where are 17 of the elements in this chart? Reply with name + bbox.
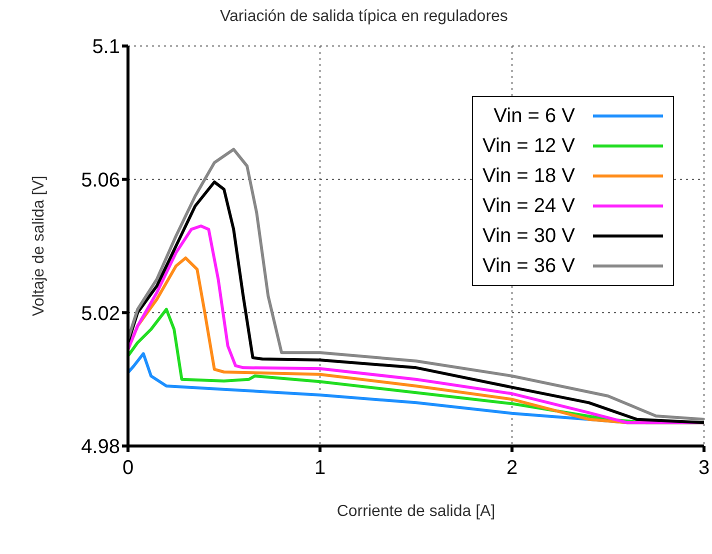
legend-label: Vin = 12 V	[482, 134, 575, 158]
y-tick-label: 5.06	[81, 169, 120, 192]
legend-label: Vin = 36 V	[482, 254, 575, 278]
chart-title: Variación de salida típica en reguladores	[219, 8, 509, 26]
legend-label: Vin = 18 V	[482, 164, 575, 188]
y-axis-title: Voltaje de salida [V]	[30, 176, 48, 316]
y-tick-label: 5.02	[81, 302, 120, 325]
x-tick-label: 3	[698, 457, 710, 480]
legend-label: Vin = 6 V	[494, 104, 575, 128]
x-axis-title: Corriente de salida [A]	[336, 503, 496, 520]
y-tick-label: 5.1	[92, 36, 120, 58]
x-tick-label: 1	[314, 457, 326, 480]
x-tick-label: 0	[122, 457, 134, 480]
legend-label: Vin = 24 V	[482, 194, 575, 218]
legend-label: Vin = 30 V	[482, 224, 575, 248]
x-tick-label: 2	[506, 457, 518, 480]
y-tick-label: 4.98	[81, 436, 120, 458]
